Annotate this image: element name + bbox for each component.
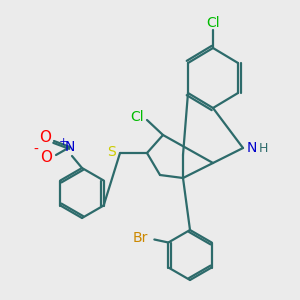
Text: N: N [247, 141, 257, 155]
Text: S: S [108, 145, 116, 159]
Text: Cl: Cl [206, 16, 220, 30]
Text: Cl: Cl [130, 110, 144, 124]
Text: H: H [258, 142, 268, 155]
Text: Br: Br [133, 230, 148, 244]
Text: O: O [39, 130, 51, 146]
Text: O: O [40, 149, 52, 164]
Text: N: N [65, 140, 75, 154]
Text: -: - [34, 143, 38, 157]
Text: +: + [58, 137, 68, 147]
